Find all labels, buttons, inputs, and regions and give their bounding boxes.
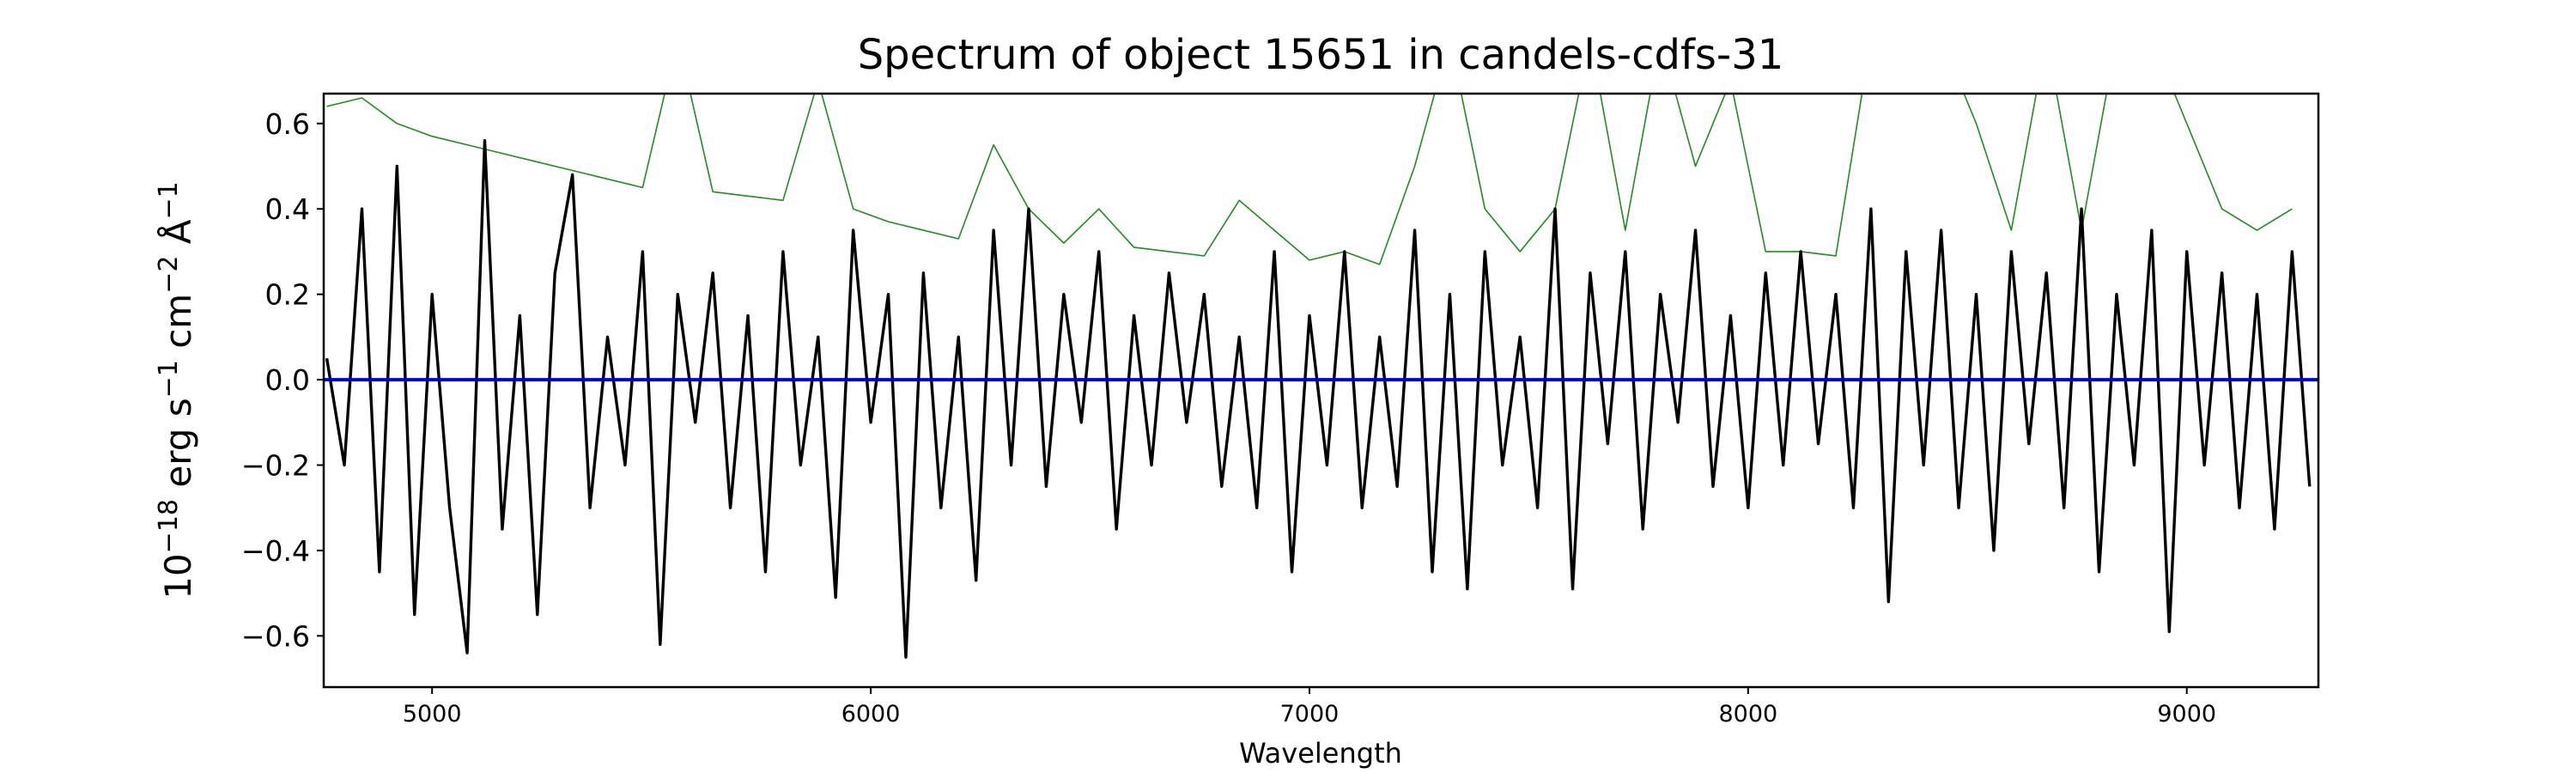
y-tick-label: −0.6	[241, 619, 310, 653]
y-axis-label-text: Å	[156, 219, 199, 255]
series-line	[326, 94, 2293, 265]
y-tick-label: 0.2	[265, 278, 310, 312]
axes-frame	[322, 92, 2320, 689]
y-axis-label-superscript: −18	[154, 499, 184, 553]
y-tick-label: 0.4	[265, 192, 310, 226]
chart-title: Spectrum of object 15651 in candels-cdfs…	[858, 31, 1784, 79]
y-axis-label-text: 10	[157, 553, 199, 599]
y-axis-label-text: cm	[157, 294, 199, 360]
x-tick-label: 8000	[1718, 701, 1777, 727]
x-tick-label: 6000	[841, 701, 901, 727]
y-axis-label: 10−18 erg s−1 cm−2 Å−1	[154, 181, 199, 600]
y-tick-label: −0.4	[241, 534, 310, 568]
x-tick-label: 7000	[1280, 701, 1340, 727]
x-tick-label: 9000	[2157, 701, 2216, 727]
x-axis-label: Wavelength	[1239, 737, 1402, 770]
y-tick-label: −0.2	[241, 448, 310, 482]
y-axis-label-superscript: −1	[154, 181, 184, 219]
y-tick-label: 0.6	[265, 107, 310, 141]
y-axis-label-superscript: −2	[154, 256, 184, 294]
y-tick-label: 0.0	[265, 363, 310, 397]
plot-area	[324, 94, 2318, 659]
series-line	[325, 138, 2312, 659]
y-axis-label-text: erg s	[157, 398, 199, 499]
x-tick-label: 5000	[403, 701, 462, 727]
y-axis-label-superscript: −1	[154, 360, 184, 398]
